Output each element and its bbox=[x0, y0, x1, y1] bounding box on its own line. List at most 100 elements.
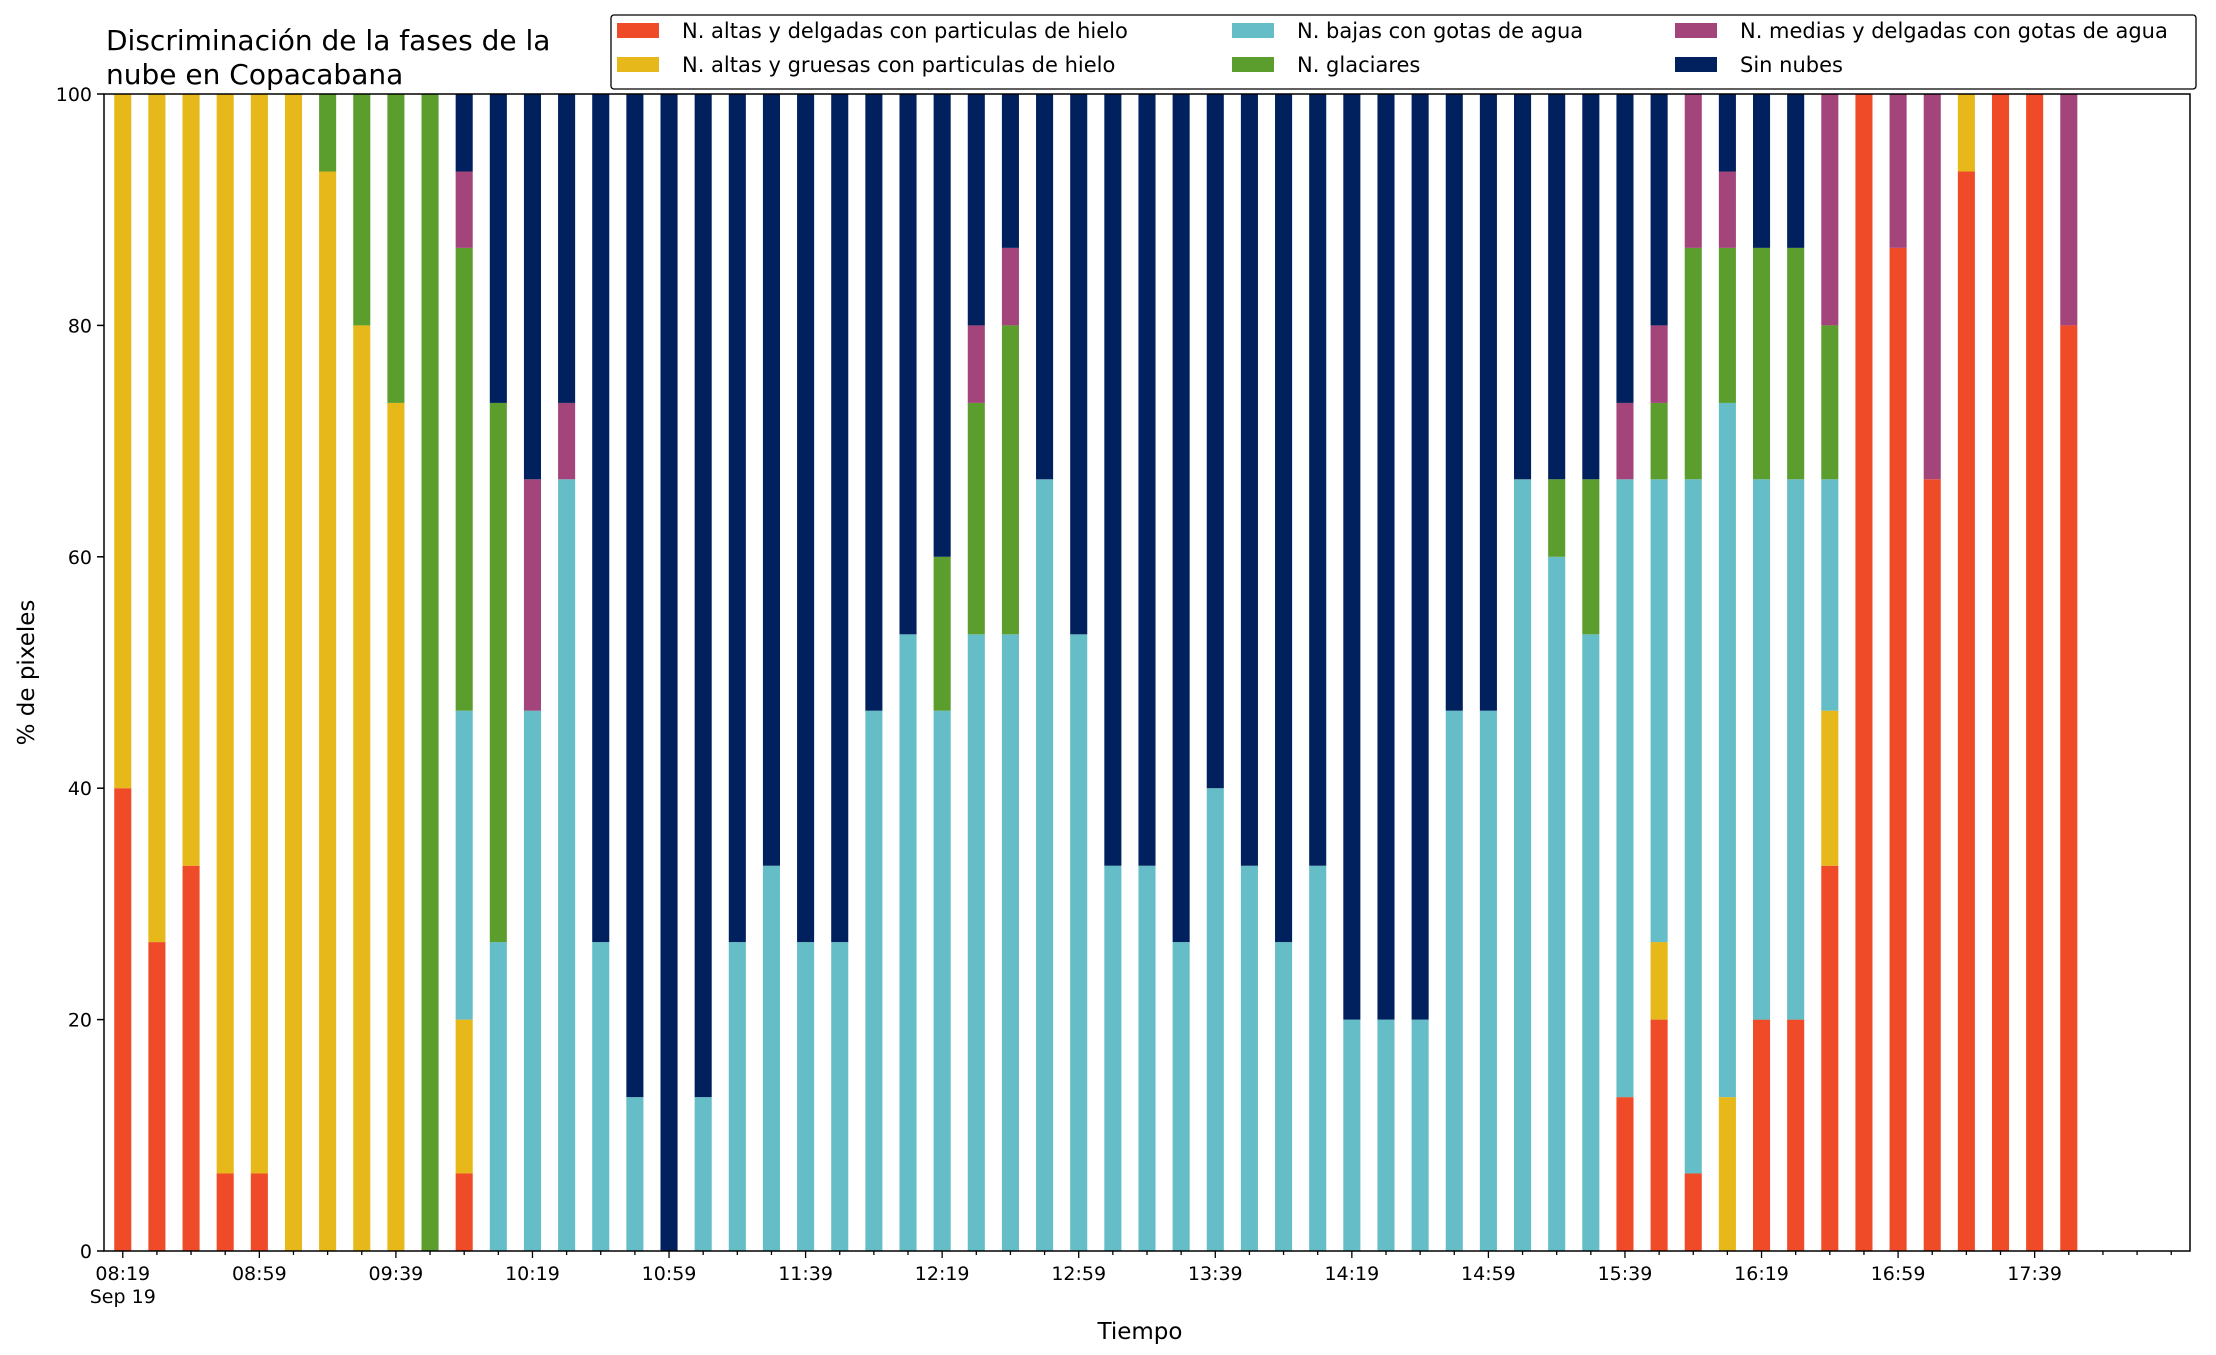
bar-segment-4-57 bbox=[2060, 94, 2078, 326]
bar-segment-5-39 bbox=[1445, 94, 1463, 711]
bar-segment-2-26 bbox=[1001, 634, 1019, 1251]
bar-segment-5-43 bbox=[1582, 94, 1600, 480]
bar-segment-1-1 bbox=[148, 94, 166, 943]
bar-segment-5-14 bbox=[592, 94, 610, 943]
bar-segment-3-45 bbox=[1650, 402, 1668, 480]
bar-segment-5-13 bbox=[558, 94, 576, 403]
bar-segment-5-18 bbox=[728, 94, 746, 943]
x-tick-label-13: 16:59 bbox=[1871, 1263, 1926, 1285]
bar-segment-1-45 bbox=[1650, 942, 1668, 1020]
bar-segment-0-44 bbox=[1616, 1097, 1634, 1251]
bar-segment-2-10 bbox=[455, 710, 473, 1020]
bar-segment-5-35 bbox=[1309, 94, 1327, 866]
bar-segment-5-16 bbox=[660, 94, 678, 1251]
bar-segment-5-47 bbox=[1718, 94, 1736, 172]
chart-title-line-0: Discriminación de la fases de la bbox=[106, 24, 550, 57]
bar-segment-2-48 bbox=[1753, 479, 1771, 1020]
bar-segment-2-21 bbox=[831, 942, 849, 1251]
legend-swatch-0 bbox=[617, 23, 659, 38]
bar-segment-5-17 bbox=[694, 94, 712, 1098]
x-tick-label-3: 10:19 bbox=[505, 1263, 560, 1285]
bar-segment-0-3 bbox=[216, 1173, 234, 1251]
legend-label-4: N. medias y delgadas con gotas de agua bbox=[1740, 19, 2168, 43]
x-tick-label-6: 12:19 bbox=[915, 1263, 970, 1285]
bar-segment-3-46 bbox=[1684, 247, 1702, 480]
legend-swatch-5 bbox=[1675, 57, 1717, 72]
bar-segment-2-15 bbox=[626, 1097, 644, 1251]
legend-label-0: N. altas y delgadas con particulas de hi… bbox=[682, 19, 1128, 43]
bar-segment-2-45 bbox=[1650, 479, 1668, 943]
bar-segment-2-20 bbox=[797, 942, 815, 1251]
legend-swatch-1 bbox=[617, 57, 659, 72]
bar-segment-2-17 bbox=[694, 1097, 712, 1251]
bar-segment-5-37 bbox=[1377, 94, 1395, 1020]
bar-segment-2-40 bbox=[1479, 710, 1497, 1251]
bar-segment-2-43 bbox=[1582, 634, 1600, 1251]
bar-segment-5-41 bbox=[1514, 94, 1532, 480]
bar-segment-4-50 bbox=[1821, 94, 1839, 326]
x-tick-label-9: 14:19 bbox=[1324, 1263, 1379, 1285]
bar-segment-2-32 bbox=[1206, 788, 1224, 1251]
chart-title: Discriminación de la fases de la nube en … bbox=[106, 24, 550, 91]
bar-segment-5-23 bbox=[899, 94, 917, 635]
bar-segment-1-2 bbox=[182, 94, 200, 866]
bar-segment-0-10 bbox=[455, 1173, 473, 1251]
bar-segment-5-38 bbox=[1411, 94, 1429, 1020]
bar-segment-2-18 bbox=[728, 942, 746, 1251]
chart-title-line-1: nube en Copacabana bbox=[106, 58, 403, 91]
y-tick-label-1: 20 bbox=[68, 1010, 92, 1032]
bar-segment-5-42 bbox=[1548, 94, 1566, 480]
bar-segment-4-53 bbox=[1923, 94, 1941, 480]
bar-segment-5-45 bbox=[1650, 94, 1668, 326]
legend-swatch-2 bbox=[1232, 23, 1274, 38]
bar-segment-0-55 bbox=[1991, 94, 2010, 1251]
bar-segment-4-13 bbox=[558, 402, 576, 480]
bar-segment-5-26 bbox=[1001, 94, 1019, 248]
bar-segment-2-23 bbox=[899, 634, 917, 1251]
bar-segment-5-34 bbox=[1275, 94, 1293, 943]
bar-segment-0-54 bbox=[1957, 171, 1975, 1251]
bar-segment-3-25 bbox=[967, 402, 985, 635]
bar-segment-5-25 bbox=[967, 94, 985, 326]
bar-segment-2-22 bbox=[865, 710, 883, 1251]
x-tick-label-1: 08:59 bbox=[232, 1263, 287, 1285]
bar-segment-5-15 bbox=[626, 94, 644, 1098]
bar-segment-0-52 bbox=[1889, 247, 1907, 1251]
bar-segment-2-38 bbox=[1411, 1019, 1429, 1251]
bar-segment-0-48 bbox=[1753, 1019, 1771, 1251]
bar-segment-4-25 bbox=[967, 325, 985, 403]
bar-segment-1-0 bbox=[114, 94, 132, 789]
x-tick-label-7: 12:59 bbox=[1051, 1263, 1106, 1285]
bar-segment-0-4 bbox=[250, 1173, 268, 1251]
bar-segment-5-19 bbox=[762, 94, 780, 866]
bar-segment-3-11 bbox=[489, 402, 507, 943]
bar-segment-5-21 bbox=[831, 94, 849, 943]
x-tick-label-11: 15:39 bbox=[1598, 1263, 1653, 1285]
legend-label-5: Sin nubes bbox=[1740, 53, 1843, 77]
bar-segment-2-36 bbox=[1343, 1019, 1361, 1251]
bar-segment-0-56 bbox=[2026, 94, 2044, 1251]
bar-segment-3-6 bbox=[319, 94, 337, 172]
bar-segment-0-2 bbox=[182, 865, 200, 1251]
bar-segment-2-24 bbox=[933, 710, 951, 1251]
bar-segment-4-46 bbox=[1684, 94, 1702, 248]
bar-segment-3-26 bbox=[1001, 325, 1019, 635]
bar-segment-2-13 bbox=[558, 479, 576, 1251]
y-tick-label-3: 60 bbox=[68, 547, 92, 569]
bar-segment-0-51 bbox=[1855, 94, 1873, 1251]
bar-segment-3-47 bbox=[1718, 247, 1736, 403]
bar-segment-2-39 bbox=[1445, 710, 1463, 1251]
bar-segment-3-50 bbox=[1821, 325, 1839, 480]
bar-segment-0-50 bbox=[1821, 865, 1839, 1251]
bar-segment-0-57 bbox=[2060, 325, 2078, 1251]
bar-segment-5-33 bbox=[1240, 94, 1258, 866]
x-tick-label-8: 13:39 bbox=[1188, 1263, 1243, 1285]
bar-segment-0-45 bbox=[1650, 1019, 1668, 1251]
bar-segment-4-45 bbox=[1650, 325, 1668, 403]
x-tick-label-4: 10:59 bbox=[642, 1263, 697, 1285]
x-tick-sublabel: Sep 19 bbox=[90, 1286, 156, 1308]
bar-segment-0-53 bbox=[1923, 479, 1941, 1251]
bar-segment-1-6 bbox=[319, 171, 337, 1251]
bar-segment-0-1 bbox=[148, 942, 166, 1251]
legend-swatch-4 bbox=[1675, 23, 1717, 38]
